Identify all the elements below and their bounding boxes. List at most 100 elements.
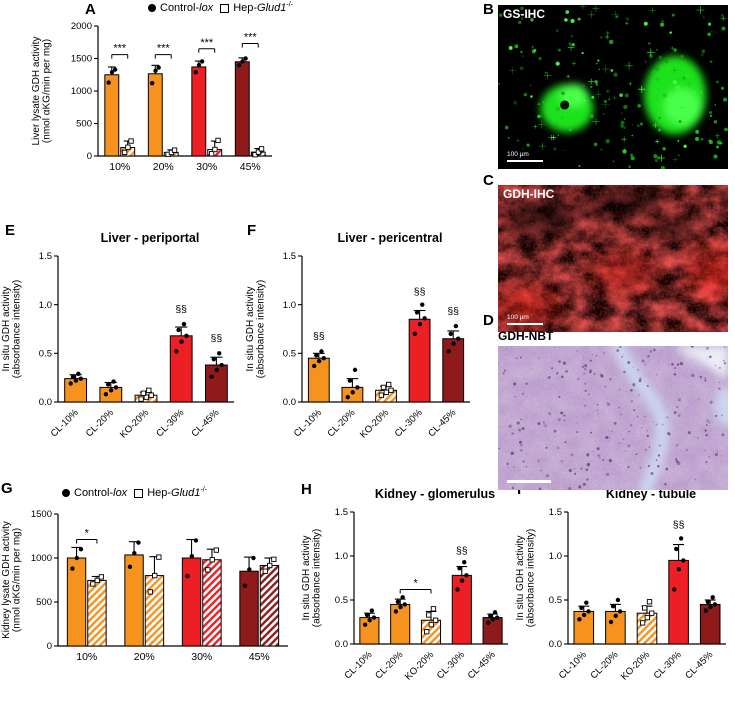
svg-text:CL-30%: CL-30%: [154, 407, 186, 439]
svg-text:0: 0: [87, 151, 92, 162]
panel-label-g: G: [1, 480, 13, 497]
svg-text:§§: §§: [414, 286, 426, 298]
svg-text:§§: §§: [313, 331, 325, 343]
svg-text:CL-45%: CL-45%: [683, 649, 715, 681]
panel-label-c: C: [483, 172, 494, 189]
svg-text:1500: 1500: [71, 54, 92, 65]
svg-text:0.5: 0.5: [283, 349, 296, 360]
svg-text:1000: 1000: [71, 86, 92, 97]
svg-text:1.5: 1.5: [335, 507, 348, 518]
panel-label-d: D: [483, 312, 494, 329]
svg-text:1.5: 1.5: [549, 507, 562, 518]
panel-i-chart: 0.0 0.5 1.0 1.5 In situ GDH activity (absorba…: [514, 482, 735, 708]
svg-text:*: *: [413, 577, 418, 589]
panel-h-chart: 0.0 0.5 1.0 1.5 In situ GDH activity (absorba…: [300, 482, 514, 708]
open-square-icon: [134, 488, 144, 498]
chart-canvas: 0 500 1000 1500 Kidney lysate GDH activity (n…: [1, 509, 288, 663]
legend-item-ko: Hep-Glud1-/-: [220, 1, 293, 14]
legend-item-control: Control-lox: [148, 2, 213, 14]
svg-text:Kidney lysate GDH activity: Kidney lysate GDH activity: [1, 521, 12, 639]
panel-c-micrograph: GDH-IHC 100 µm: [498, 185, 728, 332]
svg-text:CL-20%: CL-20%: [373, 649, 405, 681]
svg-text:0.0: 0.0: [39, 397, 52, 408]
panel-label-b: B: [483, 1, 494, 18]
svg-text:CL-30%: CL-30%: [435, 649, 467, 681]
control-lox-label: Control-lox: [74, 487, 128, 499]
scale-bar: 100 µm: [507, 314, 543, 325]
svg-text:CL-20%: CL-20%: [588, 649, 620, 681]
micrograph-canvas: [498, 346, 728, 490]
svg-text:2000: 2000: [71, 21, 92, 32]
scale-bar: [507, 480, 551, 483]
svg-text:(absorbance intensity): (absorbance intensity): [256, 280, 267, 378]
svg-text:Kidney - glomerulus: Kidney - glomerulus: [375, 487, 495, 501]
chart-canvas: 0.0 0.5 1.0 1.5 In situ GDH activity (absorba…: [515, 487, 726, 683]
micrograph-title-gdh-nbt: GDH-NBT: [498, 329, 554, 343]
svg-text:KO-20%: KO-20%: [358, 407, 392, 441]
svg-text:Liver - pericentral: Liver - pericentral: [338, 231, 443, 245]
panel-label-f: F: [247, 222, 257, 239]
micrograph-title-gs-ihc: GS-IHC: [503, 7, 545, 21]
filled-circle-icon: [62, 489, 70, 497]
svg-text:***: ***: [244, 32, 258, 44]
svg-text:10%: 10%: [76, 651, 97, 663]
svg-text:Liver lysate GDH activity: Liver lysate GDH activity: [31, 37, 42, 146]
svg-text:(nmol αKG/min per mg): (nmol αKG/min per mg): [42, 39, 53, 143]
svg-text:1.0: 1.0: [549, 551, 562, 562]
svg-text:1.5: 1.5: [283, 251, 296, 262]
svg-text:0.5: 0.5: [335, 595, 348, 606]
svg-text:CL-45%: CL-45%: [426, 407, 458, 439]
svg-text:1500: 1500: [31, 509, 52, 520]
svg-text:KO-20%: KO-20%: [118, 407, 152, 441]
svg-text:(nmol αKG/min per mg): (nmol αKG/min per mg): [12, 528, 23, 632]
svg-text:***: ***: [113, 43, 127, 55]
svg-text:CL-20%: CL-20%: [84, 407, 116, 439]
svg-text:45%: 45%: [240, 161, 261, 173]
svg-text:500: 500: [76, 119, 92, 130]
svg-text:§§: §§: [175, 303, 187, 315]
legend-panel-g: Control-lox Hep-Glud1-/-: [62, 486, 207, 499]
svg-text:0.5: 0.5: [549, 595, 562, 606]
svg-text:500: 500: [36, 597, 52, 608]
hep-glud1-label: Hep-Glud1-/-: [147, 486, 207, 499]
svg-text:§§: §§: [211, 333, 223, 345]
svg-text:20%: 20%: [153, 161, 174, 173]
svg-text:Kidney - tubule: Kidney - tubule: [606, 487, 696, 501]
svg-text:§§: §§: [447, 305, 459, 317]
svg-text:0: 0: [47, 641, 52, 652]
svg-text:45%: 45%: [249, 651, 270, 663]
svg-text:*: *: [85, 528, 90, 540]
svg-text:30%: 30%: [191, 651, 212, 663]
svg-text:1.0: 1.0: [335, 551, 348, 562]
scale-line: [507, 159, 543, 162]
micrograph-canvas: [498, 5, 728, 169]
svg-text:CL-30%: CL-30%: [393, 407, 425, 439]
svg-text:0.0: 0.0: [283, 397, 296, 408]
legend-panel-a: Control-lox Hep-Glud1-/-: [148, 1, 293, 14]
scale-line: [507, 480, 551, 483]
scale-bar: 100 µm: [507, 151, 543, 162]
svg-text:CL-10%: CL-10%: [342, 649, 374, 681]
svg-text:(absorbance intensity): (absorbance intensity): [312, 529, 323, 627]
open-square-icon: [220, 3, 230, 13]
svg-text:10%: 10%: [109, 161, 130, 173]
panel-d-micrograph: [498, 346, 728, 490]
svg-text:CL-20%: CL-20%: [325, 407, 357, 439]
panel-b-micrograph: GS-IHC 100 µm: [498, 5, 728, 169]
svg-text:0.0: 0.0: [335, 639, 348, 650]
control-lox-label: Control-lox: [160, 2, 214, 14]
chart-canvas: 0 500 1000 1500 2000 Liver lysate GDH activit…: [31, 21, 272, 173]
svg-text:20%: 20%: [134, 651, 155, 663]
svg-text:KO-20%: KO-20%: [619, 649, 653, 683]
svg-text:CL-45%: CL-45%: [189, 407, 221, 439]
svg-text:1.5: 1.5: [39, 251, 52, 262]
chart-canvas: 0.0 0.5 1.0 1.5 In situ GDH activity (absorba…: [245, 231, 470, 441]
micrograph-canvas: [498, 185, 728, 332]
panel-label-e: E: [5, 222, 16, 239]
filled-circle-icon: [148, 4, 156, 12]
panel-g-chart: 0 500 1000 1500 Kidney lysate GDH activity (n…: [0, 482, 300, 672]
svg-text:Liver - periportal: Liver - periportal: [101, 231, 200, 245]
svg-text:In situ GDH activity: In situ GDH activity: [1, 286, 12, 371]
svg-text:CL-10%: CL-10%: [292, 407, 324, 439]
scale-text: 100 µm: [507, 151, 529, 158]
